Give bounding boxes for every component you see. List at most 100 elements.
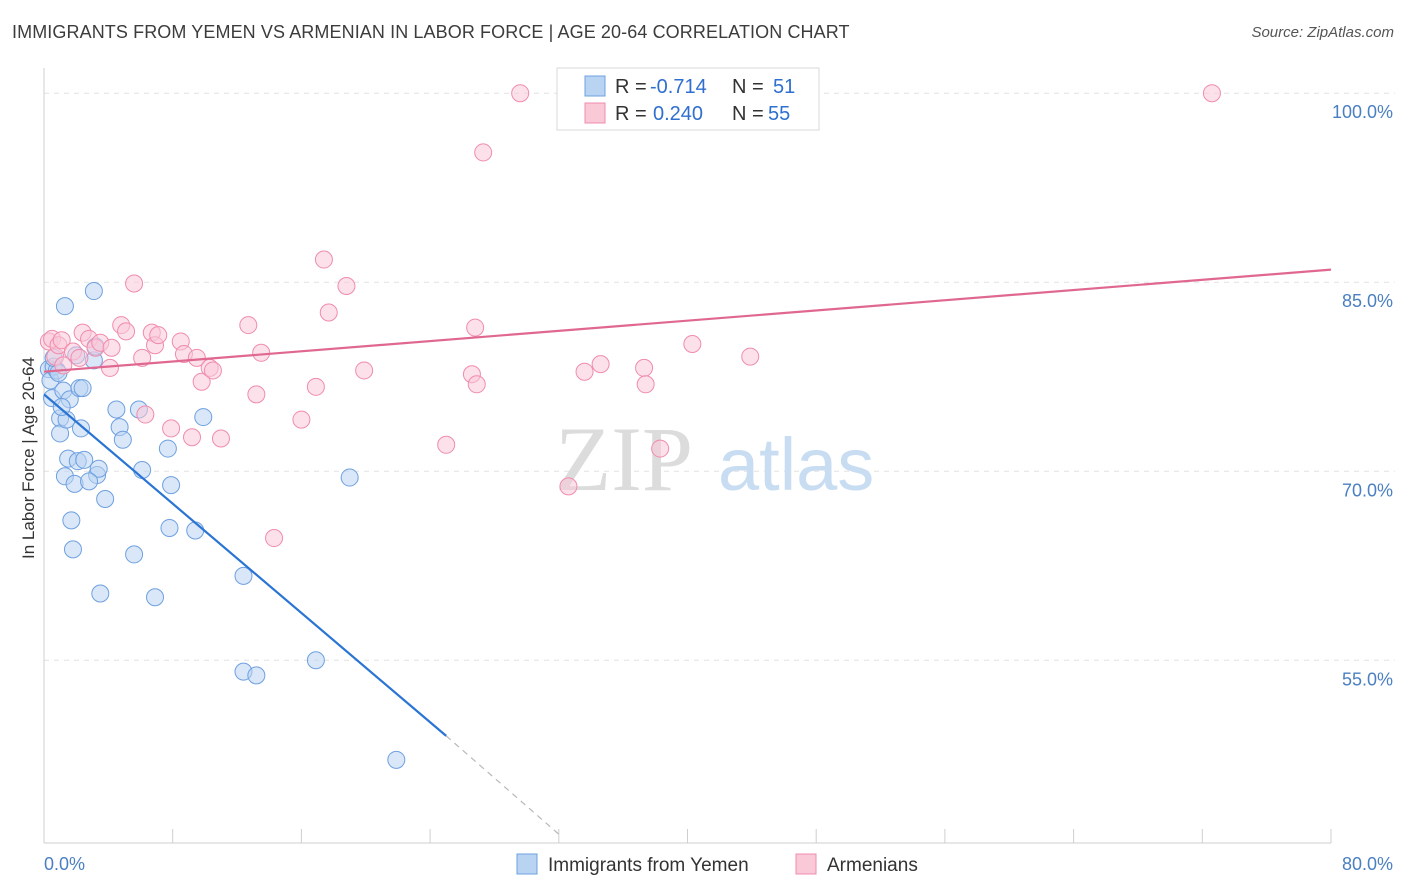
legend-r-value-1: -0.714	[650, 76, 707, 98]
data-point-series1-36	[306, 377, 325, 396]
data-point-series0-49	[80, 472, 99, 491]
x-tick-label-1: 80.0%	[1342, 854, 1393, 874]
data-point-series1-55	[1202, 84, 1221, 103]
watermark-atlas: atlas	[718, 423, 874, 506]
data-point-series1-32	[247, 385, 266, 404]
y-tick-label-1: 70.0%	[1342, 480, 1393, 500]
data-point-series0-13	[63, 540, 82, 559]
x-tick-labels: 0.0% 80.0%	[44, 854, 1393, 874]
data-point-series1-44	[467, 375, 486, 394]
data-point-series0-44	[306, 651, 325, 670]
data-point-series0-19	[73, 379, 92, 398]
data-point-series0-39	[186, 521, 205, 540]
data-point-series0-45	[340, 468, 359, 487]
legend-r-label-1: R =	[615, 76, 647, 98]
data-point-series0-40	[194, 408, 213, 427]
legend-swatch-armenians	[584, 102, 606, 124]
y-tick-label-2: 85.0%	[1342, 291, 1393, 311]
data-point-series0-32	[125, 545, 144, 564]
data-point-series0-21	[55, 297, 74, 316]
data-point-series1-27	[192, 372, 211, 391]
legend-swatch-yemen	[584, 75, 606, 97]
y-tick-label-3: 100.0%	[1332, 102, 1393, 122]
data-point-series0-22	[84, 282, 103, 301]
x-tick-label-0: 0.0%	[44, 854, 85, 874]
legend-r-value-2: 0.240	[653, 103, 703, 125]
data-point-series0-37	[160, 518, 179, 537]
data-point-series1-40	[355, 361, 374, 380]
data-point-series1-18	[136, 405, 155, 424]
bottom-legend-label-armenians: Armenians	[827, 855, 918, 876]
y-tick-labels: 55.0% 70.0% 85.0% 100.0%	[1332, 102, 1393, 689]
data-point-series1-46	[511, 84, 530, 103]
data-point-series1-13	[102, 338, 121, 357]
data-point-series1-37	[314, 250, 333, 269]
data-point-series1-16	[125, 274, 144, 293]
data-points	[39, 84, 1221, 769]
data-point-series1-49	[591, 355, 610, 374]
data-point-series0-12	[62, 511, 81, 530]
data-point-series1-54	[741, 347, 760, 366]
data-point-series1-29	[203, 361, 222, 380]
data-point-series0-20	[75, 450, 94, 469]
data-point-series0-46	[387, 750, 406, 769]
data-point-series0-18	[72, 419, 91, 438]
source-attribution: Source: ZipAtlas.com	[1251, 24, 1394, 41]
trend-lines	[43, 268, 1332, 835]
data-point-series1-53	[683, 334, 702, 353]
trend-line-series0	[43, 393, 447, 737]
legend-box: R = -0.714 N = 51 R = 0.240 N = 55	[556, 67, 820, 131]
data-point-series1-33	[252, 343, 271, 362]
data-point-series1-21	[149, 326, 168, 345]
data-point-series1-35	[292, 410, 311, 429]
data-point-series0-41	[234, 566, 253, 585]
chart-title: IMMIGRANTS FROM YEMEN VS ARMENIAN IN LAB…	[12, 22, 850, 42]
data-point-series1-39	[337, 277, 356, 296]
data-point-series0-43	[247, 666, 266, 685]
bottom-legend-label-yemen: Immigrants from Yemen	[548, 855, 749, 876]
data-point-series1-30	[211, 429, 230, 448]
data-point-series0-50	[52, 397, 71, 416]
data-point-series1-17	[133, 348, 152, 367]
data-point-series1-47	[559, 477, 578, 496]
bottom-legend-swatch-yemen	[516, 853, 538, 875]
y-tick-label-0: 55.0%	[1342, 669, 1393, 689]
watermark: ZIP atlas	[555, 408, 874, 510]
data-point-series1-34	[265, 529, 284, 548]
data-point-series1-41	[437, 435, 456, 454]
data-point-series0-36	[158, 439, 177, 458]
data-point-series0-27	[91, 584, 110, 603]
data-point-series0-38	[162, 476, 181, 495]
legend-r-label-2: R =	[615, 103, 647, 125]
data-point-series0-28	[96, 489, 115, 508]
legend-n-value-2: 55	[768, 103, 790, 125]
data-point-series1-25	[183, 428, 202, 447]
axes	[43, 68, 1332, 844]
trend-line-series1	[43, 268, 1332, 373]
data-point-series1-52	[651, 439, 670, 458]
data-point-series0-34	[133, 460, 152, 479]
data-point-series0-31	[113, 430, 132, 449]
bottom-legend: Immigrants from Yemen Armenians	[516, 853, 918, 876]
data-point-series1-45	[474, 143, 493, 162]
data-point-series1-43	[466, 318, 485, 337]
data-point-series1-51	[636, 375, 655, 394]
data-point-series0-35	[146, 588, 165, 607]
data-point-series1-31	[239, 316, 258, 335]
watermark-zip: ZIP	[555, 408, 693, 510]
legend-n-value-1: 51	[773, 76, 795, 98]
data-point-series1-48	[575, 362, 594, 381]
data-point-series1-50	[635, 358, 654, 377]
data-point-series0-26	[89, 459, 108, 478]
data-point-series1-7	[70, 348, 89, 367]
legend-n-label-1: N =	[732, 76, 764, 98]
data-point-series1-22	[162, 419, 181, 438]
data-point-series1-15	[117, 322, 136, 341]
data-point-series1-4	[52, 331, 71, 350]
legend-n-label-2: N =	[732, 103, 764, 125]
trend-extension-series0	[445, 735, 560, 835]
data-point-series0-29	[107, 400, 126, 419]
y-axis-label: In Labor Force | Age 20-64	[19, 357, 38, 559]
bottom-legend-swatch-armenians	[795, 853, 817, 875]
